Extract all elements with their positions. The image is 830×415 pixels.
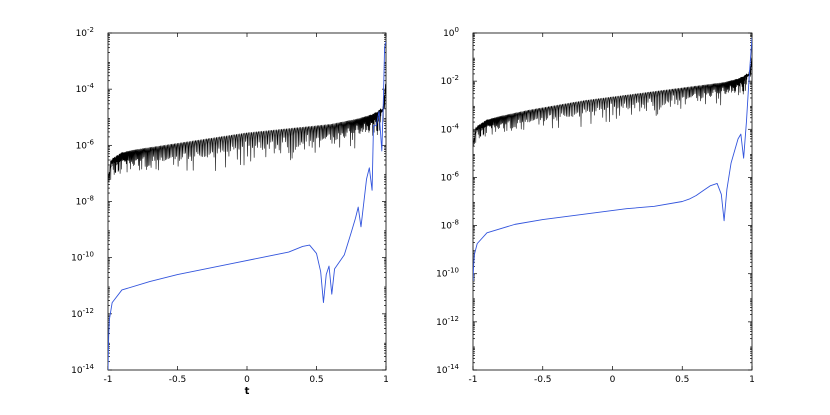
series-line-black — [473, 60, 752, 147]
y-tick-label: 10-6 — [76, 138, 95, 151]
y-tick-label: 10-14 — [436, 363, 459, 376]
y-tick-label: 10-6 — [441, 170, 460, 183]
y-tick-label: 10-14 — [71, 363, 94, 376]
axes-frame — [107, 32, 387, 371]
x-tick-label: 0 — [610, 375, 616, 385]
y-tick-label: 10-4 — [441, 122, 460, 135]
y-tick-label: 10-8 — [441, 219, 459, 232]
y-tick-label: 10-4 — [76, 82, 95, 95]
x-tick-label: 0 — [244, 375, 250, 385]
x-tick-label: 0.5 — [675, 375, 689, 385]
x-tick-label: 1 — [749, 375, 755, 385]
x-tick-label: -0.5 — [534, 375, 552, 385]
series-line-black — [108, 83, 386, 183]
y-tick-label: 10-10 — [71, 251, 94, 264]
y-tick-label: 10-2 — [76, 26, 94, 39]
y-tick-label: 10-12 — [71, 307, 94, 320]
y-tick-label: 10-12 — [436, 315, 459, 328]
y-tick-label: 10-10 — [436, 267, 459, 280]
x-tick-label: -0.5 — [169, 375, 187, 385]
x-tick-label: 1 — [383, 375, 389, 385]
series-line-blue — [108, 41, 386, 370]
x-tick-label: -1 — [104, 375, 113, 385]
x-tick-label: -1 — [469, 375, 478, 385]
y-tick-label: 10-8 — [76, 195, 94, 208]
x-axis-label: t — [245, 386, 250, 397]
series-line-blue — [473, 37, 752, 281]
axes-frame — [472, 32, 753, 371]
y-tick-label: 100 — [443, 26, 459, 39]
x-tick-label: 0.5 — [309, 375, 323, 385]
chart-panel-2: -1 -0.5 0 0.5 1 10-14 10-12 10-10 10-8 10-6 10-4 10… — [436, 26, 755, 385]
chart-panel-1: -1 -0.5 0 0.5 1 10-14 10-12 10-10 10-8 10-6 10-4 10… — [71, 26, 389, 397]
y-tick-label: 10-2 — [441, 74, 459, 87]
